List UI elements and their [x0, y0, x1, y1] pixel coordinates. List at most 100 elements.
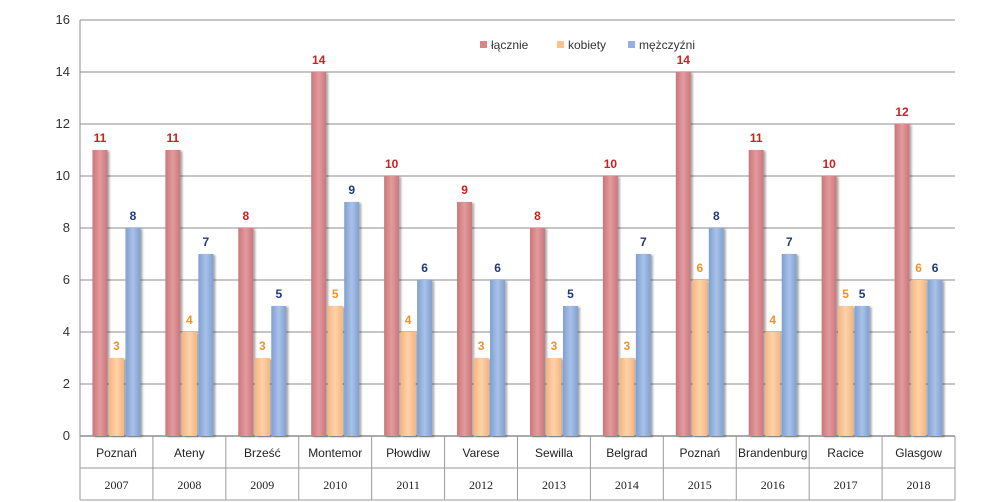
data-label: 7 — [203, 235, 210, 249]
bar — [165, 150, 181, 436]
y-tick-label: 2 — [63, 376, 70, 391]
x-category-label: Glasgow — [895, 446, 942, 460]
data-label: 14 — [677, 53, 691, 67]
bar — [198, 254, 214, 436]
data-label: 10 — [385, 157, 399, 171]
legend-swatch — [480, 41, 487, 48]
data-label: 6 — [932, 261, 939, 275]
x-axis-table: Poznań 2007 Ateny 2008 Brześć 2009 Montemor 201… — [79, 436, 956, 501]
data-label: 4 — [186, 313, 193, 327]
data-label: 14 — [312, 53, 326, 67]
x-category-label: Belgrad — [606, 446, 647, 460]
data-label: 6 — [421, 261, 428, 275]
bar — [400, 332, 416, 436]
data-label: 5 — [275, 287, 282, 301]
data-label: 5 — [842, 287, 849, 301]
bar — [927, 280, 943, 436]
bar — [254, 358, 270, 436]
data-label: 10 — [604, 157, 618, 171]
x-category-label: Varese — [462, 446, 499, 460]
x-category-label: Sewilla — [535, 446, 573, 460]
x-year-label: 2015 — [688, 478, 712, 492]
bars — [92, 72, 943, 436]
bar — [490, 280, 506, 436]
y-tick-label: 14 — [56, 64, 70, 79]
x-year-label: 2017 — [834, 478, 858, 492]
data-label: 11 — [167, 131, 180, 145]
data-label: 10 — [822, 157, 836, 171]
x-year-label: 2011 — [396, 478, 420, 492]
y-tick-label: 0 — [63, 428, 70, 443]
y-tick-label: 6 — [63, 272, 70, 287]
y-tick-label: 12 — [56, 116, 70, 131]
x-year-label: 2007 — [104, 478, 128, 492]
data-label: 11 — [750, 131, 763, 145]
x-category-label: Poznań — [96, 446, 137, 460]
bar — [457, 202, 473, 436]
x-year-label: 2018 — [907, 478, 931, 492]
bar — [311, 72, 327, 436]
data-label: 4 — [769, 313, 776, 327]
bar — [181, 332, 197, 436]
legend-swatch — [557, 41, 564, 48]
x-year-label: 2014 — [615, 478, 639, 492]
data-label: 5 — [332, 287, 339, 301]
x-category-label: Ateny — [174, 446, 205, 460]
bar — [602, 176, 618, 436]
bar — [619, 358, 635, 436]
bar — [417, 280, 433, 436]
x-category-label: Montemor — [308, 446, 362, 460]
data-label: 6 — [494, 261, 501, 275]
data-label: 12 — [895, 105, 909, 119]
legend-label: kobiety — [568, 38, 606, 52]
data-label: 4 — [405, 313, 412, 327]
bar — [238, 228, 254, 436]
x-year-label: 2012 — [469, 478, 493, 492]
y-tick-label: 8 — [63, 220, 70, 235]
bar — [748, 150, 764, 436]
y-tick-label: 16 — [56, 12, 70, 27]
data-label: 5 — [859, 287, 866, 301]
data-label: 9 — [461, 183, 468, 197]
bar — [675, 72, 691, 436]
bar — [781, 254, 797, 436]
data-label: 3 — [551, 339, 558, 353]
bar — [562, 306, 578, 436]
x-year-label: 2013 — [542, 478, 566, 492]
gridlines — [79, 19, 955, 437]
bar — [125, 228, 141, 436]
y-axis-ticks: 0 2 4 6 8 10 12 14 16 — [56, 12, 70, 443]
bar — [529, 228, 545, 436]
bar — [327, 306, 343, 436]
bar — [635, 254, 651, 436]
data-label: 6 — [696, 261, 703, 275]
x-year-label: 2008 — [177, 478, 201, 492]
x-year-label: 2009 — [250, 478, 274, 492]
bar — [384, 176, 400, 436]
data-label: 3 — [113, 339, 120, 353]
bar — [692, 280, 708, 436]
legend-label: łącznie — [491, 38, 529, 52]
bar — [271, 306, 287, 436]
x-category-label: Brandenburg — [738, 446, 807, 460]
data-label: 7 — [786, 235, 793, 249]
x-category-label: Poznań — [679, 446, 720, 460]
bar — [546, 358, 562, 436]
data-label: 7 — [640, 235, 647, 249]
bar — [854, 306, 870, 436]
x-year-label: 2016 — [761, 478, 785, 492]
data-label: 3 — [478, 339, 485, 353]
x-category-label: Brześć — [244, 446, 281, 460]
bar — [765, 332, 781, 436]
bar — [708, 228, 724, 436]
data-label: 9 — [348, 183, 355, 197]
y-tick-label: 4 — [63, 324, 70, 339]
data-label: 3 — [624, 339, 631, 353]
bar — [911, 280, 927, 436]
x-category-label: Płowdiw — [386, 446, 430, 460]
data-label: 5 — [567, 287, 574, 301]
legend-label: mężczyźni — [639, 38, 695, 52]
data-labels: 11 3 8 11 4 7 8 3 5 14 5 9 10 4 6 9 3 6 8 3 5 10 3 7 14 6 8 11 4 7 10 5… — [94, 53, 939, 353]
